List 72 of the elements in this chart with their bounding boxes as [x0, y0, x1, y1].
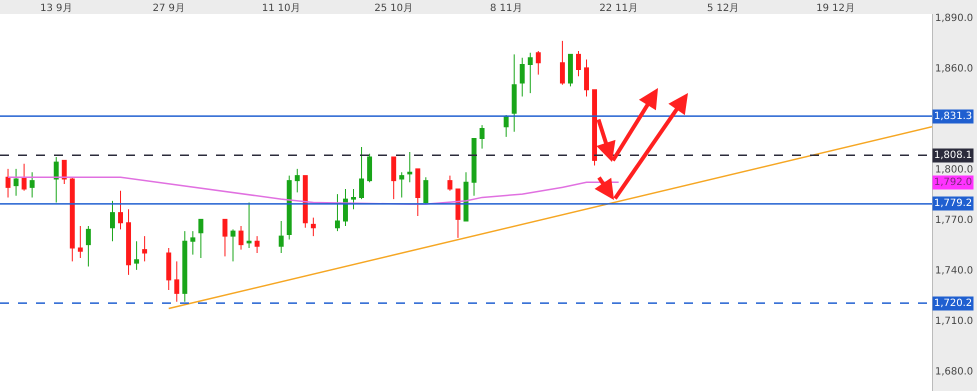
x-tick-label: 13 9月 — [40, 3, 72, 14]
candlestick — [134, 240, 140, 270]
candlestick — [399, 172, 404, 198]
x-tick-label: 11 10月 — [262, 3, 301, 14]
candlestick — [126, 208, 132, 276]
candlestick — [472, 138, 476, 196]
x-tick-label: 19 12月 — [816, 3, 855, 14]
x-tick-label: 5 12月 — [706, 3, 740, 14]
candlestick — [118, 190, 123, 230]
annotation: 1,792.0 — [934, 177, 972, 188]
candlestick — [480, 124, 485, 150]
candlestick — [367, 153, 372, 183]
y-tick-label: 1,860.0 — [935, 63, 974, 74]
candlestick — [70, 176, 75, 262]
candlestick — [14, 168, 19, 196]
candlestick — [302, 175, 308, 228]
candlestick — [310, 217, 316, 237]
candlestick — [415, 168, 420, 216]
ref-line-label: 1,808.1 — [934, 150, 972, 161]
candlestick — [222, 218, 228, 257]
candlestick — [584, 58, 589, 97]
line-series — [7, 176, 620, 205]
candlestick — [254, 236, 260, 254]
candlestick — [576, 50, 581, 77]
candlestick — [174, 260, 180, 302]
candlestick — [560, 40, 565, 86]
y-tick-label: 1,800.0 — [935, 164, 974, 176]
candlestick — [22, 163, 27, 192]
candlestick — [142, 236, 148, 262]
candlestick — [6, 168, 10, 198]
candlestick — [528, 52, 533, 94]
candlestick — [456, 188, 460, 238]
candlestick — [447, 175, 452, 192]
candlestick — [423, 176, 428, 205]
candlestick — [78, 226, 83, 259]
candlestick — [110, 200, 115, 242]
candlestick — [182, 230, 188, 302]
candlestick — [407, 152, 412, 183]
candlestick — [198, 218, 204, 259]
candlestick — [294, 168, 300, 193]
candlestick — [334, 194, 340, 232]
candlestick — [246, 202, 252, 248]
candlestick — [391, 156, 396, 200]
candlestick — [520, 57, 525, 97]
candlestick — [343, 188, 348, 227]
candlestick — [536, 50, 541, 76]
ref-line-label: 1,779.2 — [934, 198, 972, 209]
candlestick — [166, 247, 172, 291]
candlestick — [54, 156, 59, 203]
y-tick-label: 1,890.0 — [935, 12, 974, 24]
y-tick-label: 1,710.0 — [935, 316, 974, 327]
candlestick — [86, 226, 91, 267]
candlestick — [504, 114, 509, 138]
candlestick — [190, 230, 196, 256]
candlestick — [512, 54, 517, 132]
candlestick — [351, 188, 356, 210]
x-tick-label: 8 11月 — [490, 3, 522, 14]
candlestick — [359, 146, 364, 200]
candlestick — [568, 54, 573, 87]
candlestick — [464, 172, 468, 222]
x-tick-label: 27 9月 — [152, 3, 185, 14]
candlestick — [278, 220, 284, 254]
x-tick-label: 25 10月 — [374, 3, 414, 14]
ref-line-label: 1,720.2 — [934, 298, 972, 309]
x-tick-label: 22 11月 — [599, 3, 638, 14]
y-tick-label: 1,770.0 — [935, 214, 974, 226]
candlestick — [30, 172, 35, 198]
candlestick — [238, 226, 244, 250]
y-tick-label: 1,740.0 — [935, 265, 974, 276]
candlestick — [230, 228, 236, 262]
y-tick-label: 1,680.0 — [935, 366, 974, 378]
ref-line-label: 1,831.3 — [934, 111, 972, 122]
